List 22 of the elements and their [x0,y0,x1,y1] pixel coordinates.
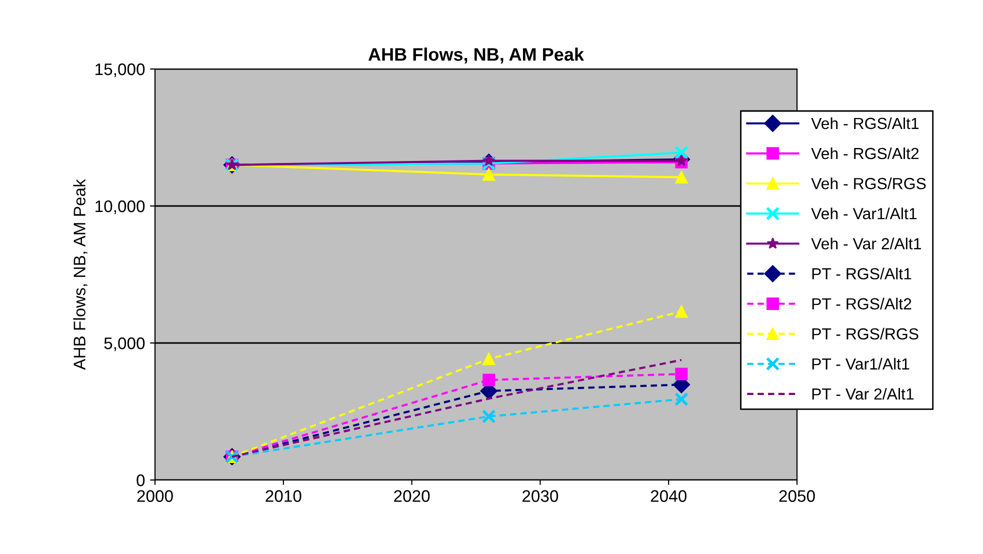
y-axis-title: AHB Flows, NB, AM Peak [73,179,88,370]
legend-label: Veh - RGS/RGS [811,178,926,190]
y-tick-label: 10,000 [96,200,145,214]
y-tick-label: 15,000 [96,63,145,78]
y-tick-label: 5,000 [104,337,145,352]
legend-label: PT - Var1/Alt1 [812,358,910,370]
x-tick-label: 2030 [522,490,558,502]
x-tick-label: 2040 [650,490,686,502]
legend-label: PT - Var 2/Alt1 [812,388,914,400]
x-tick-label: 2020 [394,490,430,502]
chart-title: AHB Flows, NB, AM Peak [368,48,584,64]
x-tick-label: 2010 [266,490,302,502]
legend-label: PT - RGS/RGS [812,328,918,340]
legend-label: Veh - RGS/Alt1 [811,117,919,130]
legend-label: PT - RGS/Alt1 [812,268,912,280]
legend-label: Veh - Var 2/Alt1 [811,238,921,250]
x-tick-label: 2000 [137,490,173,502]
legend-label: Veh - RGS/Alt2 [811,147,919,160]
x-tick-label: 2050 [779,490,815,502]
legend-label: Veh - Var1/Alt1 [811,208,917,220]
legend-label: PT - RGS/Alt2 [812,298,912,310]
y-tick-label: 0 [136,474,145,486]
